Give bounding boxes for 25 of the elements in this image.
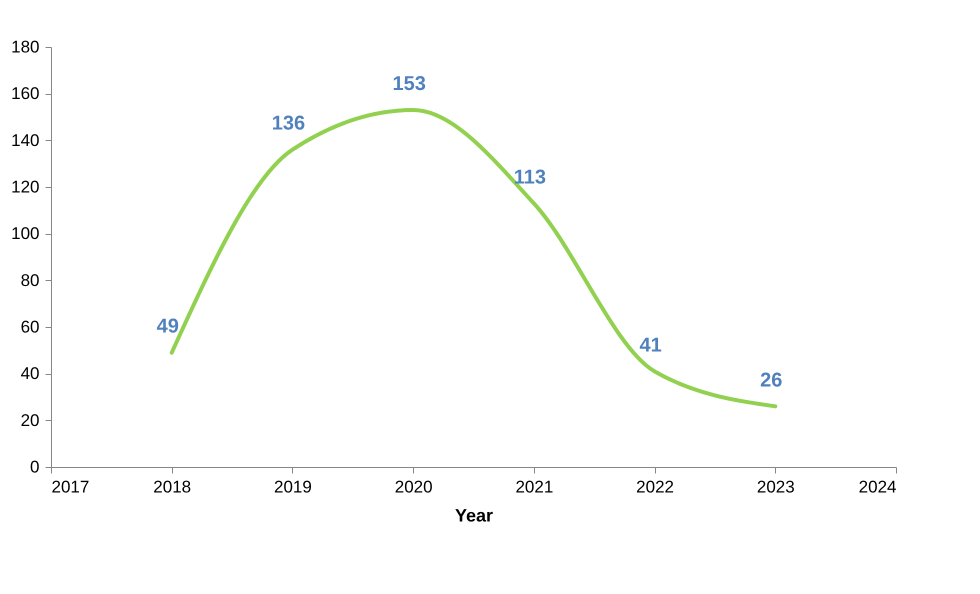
x-axis-title: Year <box>454 506 494 526</box>
data-label: 49 <box>156 316 179 338</box>
y-tick-label: 180 <box>11 38 40 56</box>
x-tick-label: 2022 <box>636 478 674 496</box>
data-label: 153 <box>392 73 426 95</box>
y-tick-label: 40 <box>20 364 40 384</box>
y-tick-label: 140 <box>11 130 40 150</box>
x-tick-label: 2018 <box>153 478 192 496</box>
x-tick-label: 2017 <box>52 478 90 496</box>
y-tick-label: 80 <box>20 270 40 290</box>
y-tick-label: 120 <box>11 178 40 196</box>
data-label: 41 <box>639 334 662 356</box>
y-tick-label: 0 <box>30 458 40 476</box>
data-label: 113 <box>514 166 546 188</box>
y-tick-label: 100 <box>11 224 40 244</box>
x-tick-label: 2019 <box>274 478 312 496</box>
data-label: 26 <box>760 369 782 392</box>
x-tick-label: 2021 <box>515 478 554 496</box>
y-tick-label: 20 <box>20 410 40 430</box>
y-tick-label: 160 <box>11 84 40 104</box>
x-tick-label: 2024 <box>858 478 896 496</box>
x-tick-label: 2023 <box>756 478 795 496</box>
data-label: 136 <box>272 112 306 135</box>
y-tick-label: 60 <box>20 318 40 336</box>
x-tick-label: 2020 <box>394 478 433 496</box>
